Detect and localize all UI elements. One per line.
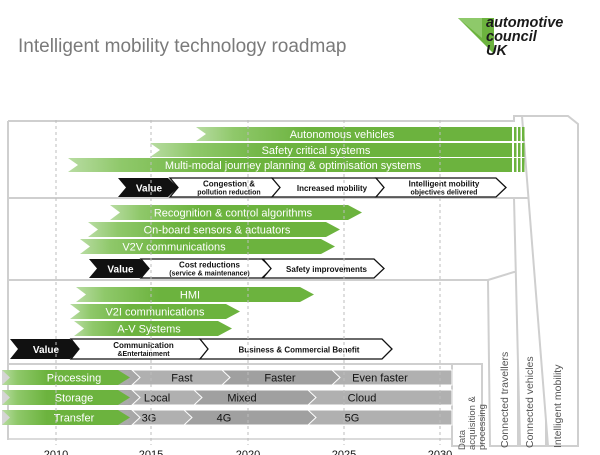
section2-value-arrow: [89, 259, 150, 278]
data-row-3-label-arrow: [2, 410, 130, 425]
section1-value-chevron-2-line1: Increased mobility: [297, 184, 368, 193]
section1-value-chevron-1-line2: pollution reduction: [197, 190, 260, 197]
bar-av-systems-label: A-V Systems: [117, 324, 181, 336]
section1-value-label: Value: [136, 184, 163, 195]
bar-autonomous-vehicles: [196, 127, 512, 141]
bar-hmi: [76, 287, 314, 302]
data-row-2-label-arrow: [2, 390, 130, 405]
section2-value-chevron-2-line1: Safety improvements: [286, 265, 367, 274]
data-row-2-stage-2: [192, 389, 325, 406]
bar-onboard-sensors-label: On-board sensors & actuators: [144, 225, 291, 237]
data-row-2-label: Storage: [55, 393, 94, 405]
section1-value-arrow: [118, 178, 178, 197]
section1-value-chevron-3: [374, 177, 507, 198]
bar-autonomous-vehicles-end-stripe: [522, 127, 525, 141]
data-row-1-label-arrow: [2, 370, 130, 385]
section3-value-chevron-1-line2: &Entertainment: [117, 351, 170, 358]
year-label-2030: 2030: [428, 449, 452, 455]
year-label-2025: 2025: [332, 449, 356, 455]
data-row-1-stage-3: [330, 369, 453, 386]
brand-logo: automotive council UK: [456, 14, 586, 62]
bar-v2i-communications: [70, 304, 240, 319]
bar-av-systems: [74, 321, 232, 336]
logo-line-3: UK: [486, 43, 507, 59]
vertical-label-2: Connected vehicles: [524, 356, 536, 448]
bar-multimodal-planning-end-stripe: [522, 158, 525, 172]
logo-line-1: automotive: [486, 15, 564, 31]
bar-v2v-communications-label: V2V communications: [122, 242, 226, 254]
vertical-label-1: Connected travellers: [499, 352, 511, 448]
bar-multimodal-planning: [68, 158, 512, 172]
vertical-column-4: [520, 115, 579, 447]
section3-value-label: Value: [33, 345, 60, 356]
logo-line-2: council: [486, 29, 537, 45]
data-row-1-stage-2-label: Faster: [264, 373, 296, 385]
data-row-3-stage-3: [306, 409, 453, 426]
bar-safety-critical-systems-end-stripe: [514, 143, 517, 157]
data-row-2-stage-1-label: Local: [144, 393, 170, 405]
data-row-3-stage-3-label: 5G: [345, 413, 360, 425]
data-row-1-stage-3-label: Even faster: [352, 373, 408, 385]
data-row-3-stage-1-label: 3G: [142, 413, 157, 425]
section1-value-chevron-3-line2: objectives delivered: [411, 190, 478, 197]
data-row-3-stage-2-label: 4G: [217, 413, 232, 425]
bar-v2i-communications-label: V2I communications: [105, 307, 205, 319]
bar-autonomous-vehicles-end-stripe: [518, 127, 521, 141]
bar-multimodal-planning-label: Multi-modal journey planning & optimisat…: [165, 160, 422, 172]
bar-v2v-communications: [80, 239, 335, 254]
data-row-1-stage-1-label: Fast: [171, 373, 192, 385]
page-title: Intelligent mobility technology roadmap: [18, 36, 347, 57]
bar-safety-critical-systems-end-stripe: [522, 143, 525, 157]
data-row-1-label: Processing: [47, 373, 101, 385]
section2-value-chevron-1-line2: (service & maintenance): [169, 271, 250, 278]
section1-frame-line: [8, 115, 522, 122]
bar-hmi-label: HMI: [180, 290, 200, 302]
section2-value-chevron-1-line1: Cost reductions: [179, 261, 240, 270]
bar-safety-critical-systems-end-stripe: [518, 143, 521, 157]
year-label-2015: 2015: [139, 449, 163, 455]
vertical-label-3: Intelligent mobility: [552, 364, 564, 448]
section3-value-arrow: [10, 339, 80, 359]
section2-value-chevron-2: [261, 258, 385, 279]
data-row-3-stage-2: [182, 409, 325, 426]
bar-safety-critical-systems-label: Safety critical systems: [262, 145, 371, 157]
section1-value-chevron-1-line1: Congestion &: [203, 180, 255, 189]
vertical-label-data-acquisition: Dataacquisition &processing: [457, 395, 488, 450]
logo-mark-icon: [458, 18, 494, 54]
data-row-2-stage-2-label: Mixed: [227, 393, 256, 405]
section1-value-chevron-3-line1: Intelligent mobility: [409, 180, 480, 189]
section3-value-chevron-2-line1: Business & Commercial Benefit: [239, 346, 360, 355]
bar-recognition-control: [110, 205, 362, 220]
bar-multimodal-planning-end-stripe: [514, 158, 517, 172]
section2-value-chevron-1: [139, 258, 273, 279]
bar-autonomous-vehicles-label: Autonomous vehicles: [290, 129, 395, 141]
data-row-2-stage-3-label: Cloud: [348, 393, 377, 405]
data-row-3-label: Transfer: [54, 413, 95, 425]
bar-autonomous-vehicles-end-stripe: [514, 127, 517, 141]
bar-safety-critical-systems: [150, 143, 512, 157]
section2-value-label: Value: [107, 265, 134, 276]
year-label-2010: 2010: [44, 449, 68, 455]
bar-multimodal-planning-end-stripe: [518, 158, 521, 172]
section3-value-chevron-1-line1: Communication: [113, 341, 174, 350]
year-label-2020: 2020: [236, 449, 260, 455]
bar-onboard-sensors: [88, 222, 340, 237]
data-row-2-stage-3: [306, 389, 453, 406]
bar-recognition-control-label: Recognition & control algorithms: [154, 208, 313, 220]
